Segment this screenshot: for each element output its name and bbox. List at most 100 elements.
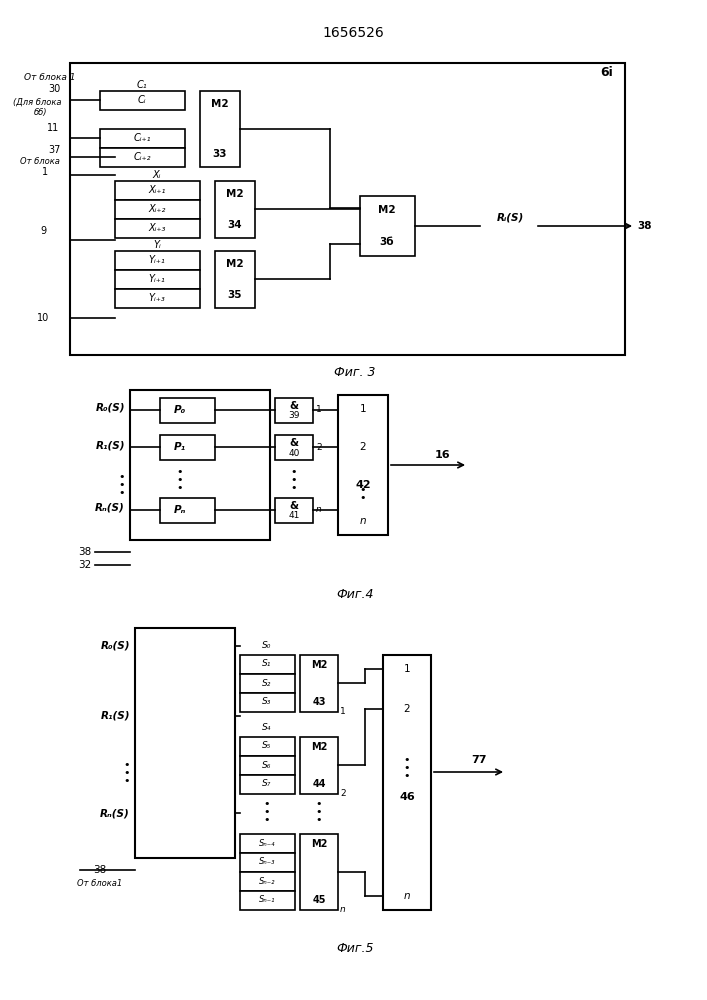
Text: •: •: [404, 763, 410, 773]
Text: •: •: [360, 485, 366, 495]
Text: R₁(S): R₁(S): [95, 440, 125, 450]
Bar: [100, 91, 185, 110]
Bar: [275, 435, 313, 460]
Text: 1656526: 1656526: [322, 26, 384, 40]
Bar: [115, 181, 200, 200]
Bar: [300, 834, 338, 910]
Text: 34: 34: [228, 220, 243, 230]
Text: R₀(S): R₀(S): [100, 641, 130, 651]
Bar: [100, 148, 185, 167]
Text: 38: 38: [78, 547, 92, 557]
Text: M2: M2: [311, 839, 327, 849]
Text: 77: 77: [472, 755, 486, 765]
Text: 2: 2: [340, 790, 346, 798]
Text: 10: 10: [37, 313, 49, 323]
Text: &: &: [289, 438, 298, 448]
Text: M2: M2: [226, 189, 244, 199]
Bar: [160, 435, 215, 460]
Text: •: •: [119, 472, 125, 482]
Bar: [160, 498, 215, 523]
Text: S₆: S₆: [262, 760, 271, 770]
Bar: [240, 756, 295, 775]
Text: 2: 2: [316, 442, 322, 452]
Text: n: n: [340, 906, 346, 914]
Text: 38: 38: [93, 865, 107, 875]
Bar: [240, 834, 295, 853]
Text: 33: 33: [213, 149, 227, 159]
Text: &: &: [289, 401, 298, 411]
Text: S₄: S₄: [262, 722, 271, 732]
Bar: [338, 395, 388, 535]
Text: 37: 37: [49, 145, 62, 155]
Text: 43: 43: [312, 697, 326, 707]
Text: 41: 41: [288, 512, 300, 520]
Text: •: •: [124, 768, 130, 778]
Text: 32: 32: [78, 560, 92, 570]
Text: •: •: [119, 480, 125, 490]
Bar: [300, 655, 338, 712]
Text: •: •: [316, 807, 322, 817]
Bar: [115, 251, 200, 270]
Text: Yᵢ₊₁: Yᵢ₊₁: [148, 255, 165, 265]
Text: 39: 39: [288, 412, 300, 420]
Text: S₀: S₀: [262, 641, 271, 650]
Bar: [160, 398, 215, 423]
Bar: [240, 674, 295, 693]
Text: 16: 16: [436, 450, 451, 460]
Text: бб): бб): [33, 108, 47, 117]
Text: •: •: [360, 493, 366, 503]
Bar: [383, 655, 431, 910]
Text: M2: M2: [311, 660, 327, 670]
Text: 2: 2: [360, 442, 366, 452]
Text: •: •: [264, 815, 270, 825]
Text: 45: 45: [312, 895, 326, 905]
Text: Xᵢ₊₁: Xᵢ₊₁: [148, 185, 165, 195]
Bar: [200, 91, 240, 167]
Text: От блока 1: От блока 1: [24, 73, 76, 82]
Bar: [130, 390, 270, 540]
Text: От блока1: От блока1: [77, 880, 122, 888]
Text: 6i: 6i: [601, 66, 614, 80]
Text: 30: 30: [48, 84, 60, 94]
Text: •: •: [404, 771, 410, 781]
Text: P₁: P₁: [174, 442, 186, 452]
Bar: [70, 63, 625, 355]
Text: C₁: C₁: [136, 80, 147, 90]
Text: •: •: [291, 483, 297, 493]
Text: 44: 44: [312, 779, 326, 789]
Text: Xᵢ: Xᵢ: [153, 170, 161, 180]
Text: Фиг.5: Фиг.5: [337, 942, 374, 954]
Text: M2: M2: [378, 205, 396, 215]
Text: Sₙ₋₃: Sₙ₋₃: [259, 857, 275, 866]
Text: 1: 1: [316, 406, 322, 414]
Text: S₃: S₃: [262, 698, 271, 706]
Text: 1: 1: [340, 708, 346, 716]
Text: 1: 1: [404, 664, 410, 674]
Text: •: •: [119, 488, 125, 498]
Bar: [135, 628, 235, 858]
Text: •: •: [177, 483, 183, 493]
Text: P₀: P₀: [174, 405, 186, 415]
Text: Фиг.4: Фиг.4: [337, 588, 374, 601]
Text: S₇: S₇: [262, 780, 271, 788]
Text: 40: 40: [288, 448, 300, 458]
Text: 38: 38: [638, 221, 653, 231]
Text: 46: 46: [399, 792, 415, 802]
Bar: [240, 655, 295, 674]
Text: Sₙ₋₂: Sₙ₋₂: [259, 876, 275, 886]
Text: •: •: [404, 755, 410, 765]
Text: Rₙ(S): Rₙ(S): [100, 808, 130, 818]
Text: 11: 11: [47, 123, 59, 133]
Text: n: n: [316, 506, 322, 514]
Text: &: &: [289, 501, 298, 511]
Text: •: •: [177, 475, 183, 485]
Bar: [240, 693, 295, 712]
Text: •: •: [124, 776, 130, 786]
Text: 3б: 3б: [380, 237, 395, 247]
Text: •: •: [264, 807, 270, 817]
Text: 42: 42: [355, 480, 370, 490]
Text: Фиг. 3: Фиг. 3: [334, 366, 375, 379]
Text: n: n: [404, 891, 410, 901]
Text: •: •: [291, 467, 297, 477]
Text: •: •: [264, 799, 270, 809]
